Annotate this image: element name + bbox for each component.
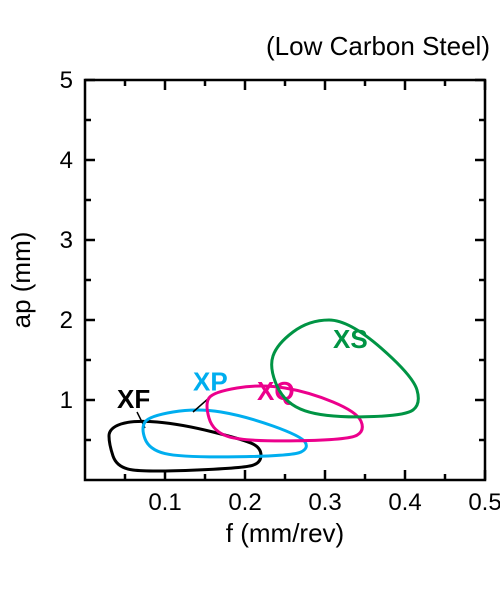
y-tick-label: 4 [60, 147, 73, 174]
region-xf [109, 421, 261, 471]
y-tick-label: 1 [60, 387, 73, 414]
x-tick-label: 0.1 [148, 489, 181, 516]
x-tick-label: 0.4 [388, 489, 421, 516]
region-label-xs: XS [333, 324, 368, 354]
x-tick-label: 0.2 [228, 489, 261, 516]
x-tick-label: 0.3 [308, 489, 341, 516]
x-tick-label: 0.5 [468, 489, 500, 516]
regions-chart: (Low Carbon Steel) 0.1 0.2 0.3 0.4 0.5 1 2 3 4 5 f … [0, 0, 500, 597]
chart-container: { "chart": { "type": "region-map", "subt… [0, 0, 500, 597]
region-label-xf: XF [117, 384, 150, 414]
y-axis-title: ap (mm) [6, 232, 36, 329]
y-tick-label: 5 [60, 67, 73, 94]
y-tick-label: 3 [60, 227, 73, 254]
x-axis-title: f (mm/rev) [226, 518, 344, 548]
y-tick-label: 2 [60, 307, 73, 334]
chart-subtitle: (Low Carbon Steel) [266, 31, 490, 61]
